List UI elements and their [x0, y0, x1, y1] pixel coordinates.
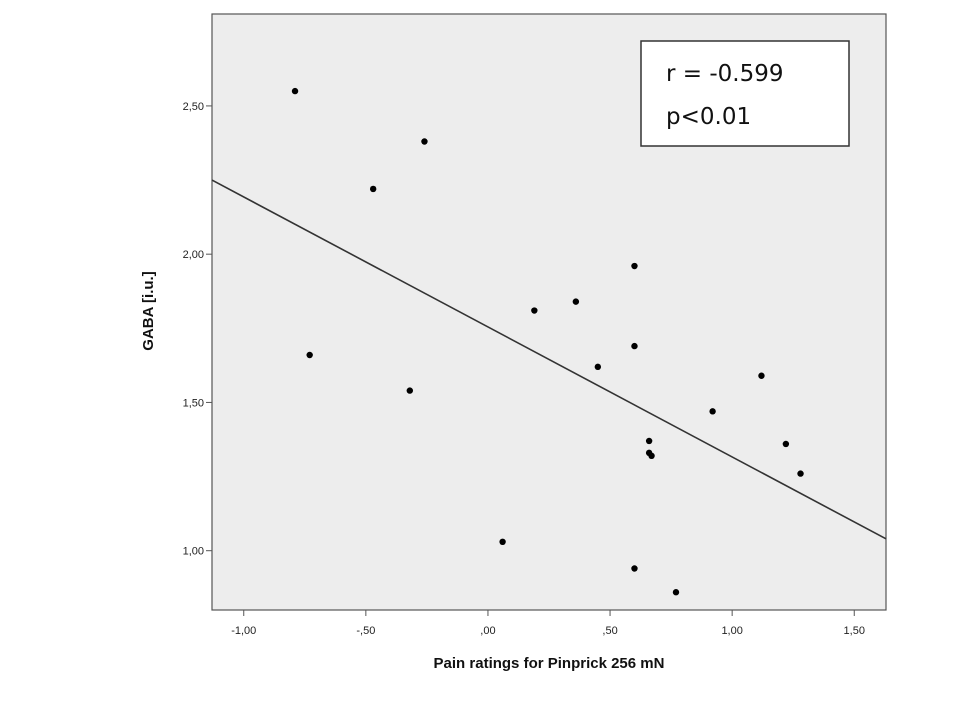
- x-axis: -1,00 -,50 ,00 ,50 1,00 1,50: [231, 610, 865, 637]
- y-axis-title: GABA [i.u.]: [140, 271, 157, 350]
- data-point: [797, 470, 804, 477]
- data-point: [406, 387, 414, 394]
- stats-p-value: p<0.01: [666, 104, 751, 130]
- data-point: [594, 363, 602, 371]
- data-point: [672, 589, 680, 596]
- data-point: [572, 298, 580, 305]
- data-point: [369, 185, 377, 193]
- y-axis: 1,00 1,50 2,00 2,50: [183, 101, 212, 558]
- x-tick-label: -,50: [356, 625, 375, 637]
- y-tick-label: 1,00: [183, 546, 204, 558]
- stats-box: r = -0.599 p<0.01: [640, 40, 850, 147]
- data-point: [421, 138, 428, 145]
- data-point: [645, 437, 653, 445]
- x-tick-label: ,00: [480, 625, 495, 637]
- data-point: [782, 440, 790, 448]
- x-tick-label: -1,00: [231, 625, 256, 637]
- data-point: [531, 307, 538, 314]
- data-point: [291, 87, 299, 95]
- data-point: [709, 408, 716, 415]
- data-point: [306, 351, 313, 359]
- x-tick-label: ,50: [602, 625, 617, 637]
- y-tick-label: 2,00: [183, 249, 204, 261]
- x-tick-label: 1,00: [721, 625, 742, 637]
- x-tick-label: 1,50: [844, 625, 865, 637]
- y-tick-label: 2,50: [183, 101, 204, 113]
- data-point: [631, 342, 638, 350]
- y-tick-label: 1,50: [183, 397, 204, 409]
- stats-box-frame: [640, 40, 850, 147]
- stats-r-value: r = -0.599: [666, 61, 784, 87]
- data-points: [291, 87, 804, 596]
- data-point: [631, 565, 638, 572]
- x-axis-title: Pain ratings for Pinprick 256 mN: [434, 655, 665, 672]
- data-point: [499, 538, 506, 546]
- data-point: [758, 372, 765, 379]
- regression-line: [211, 179, 887, 540]
- data-point: [648, 452, 655, 460]
- data-point: [631, 262, 638, 270]
